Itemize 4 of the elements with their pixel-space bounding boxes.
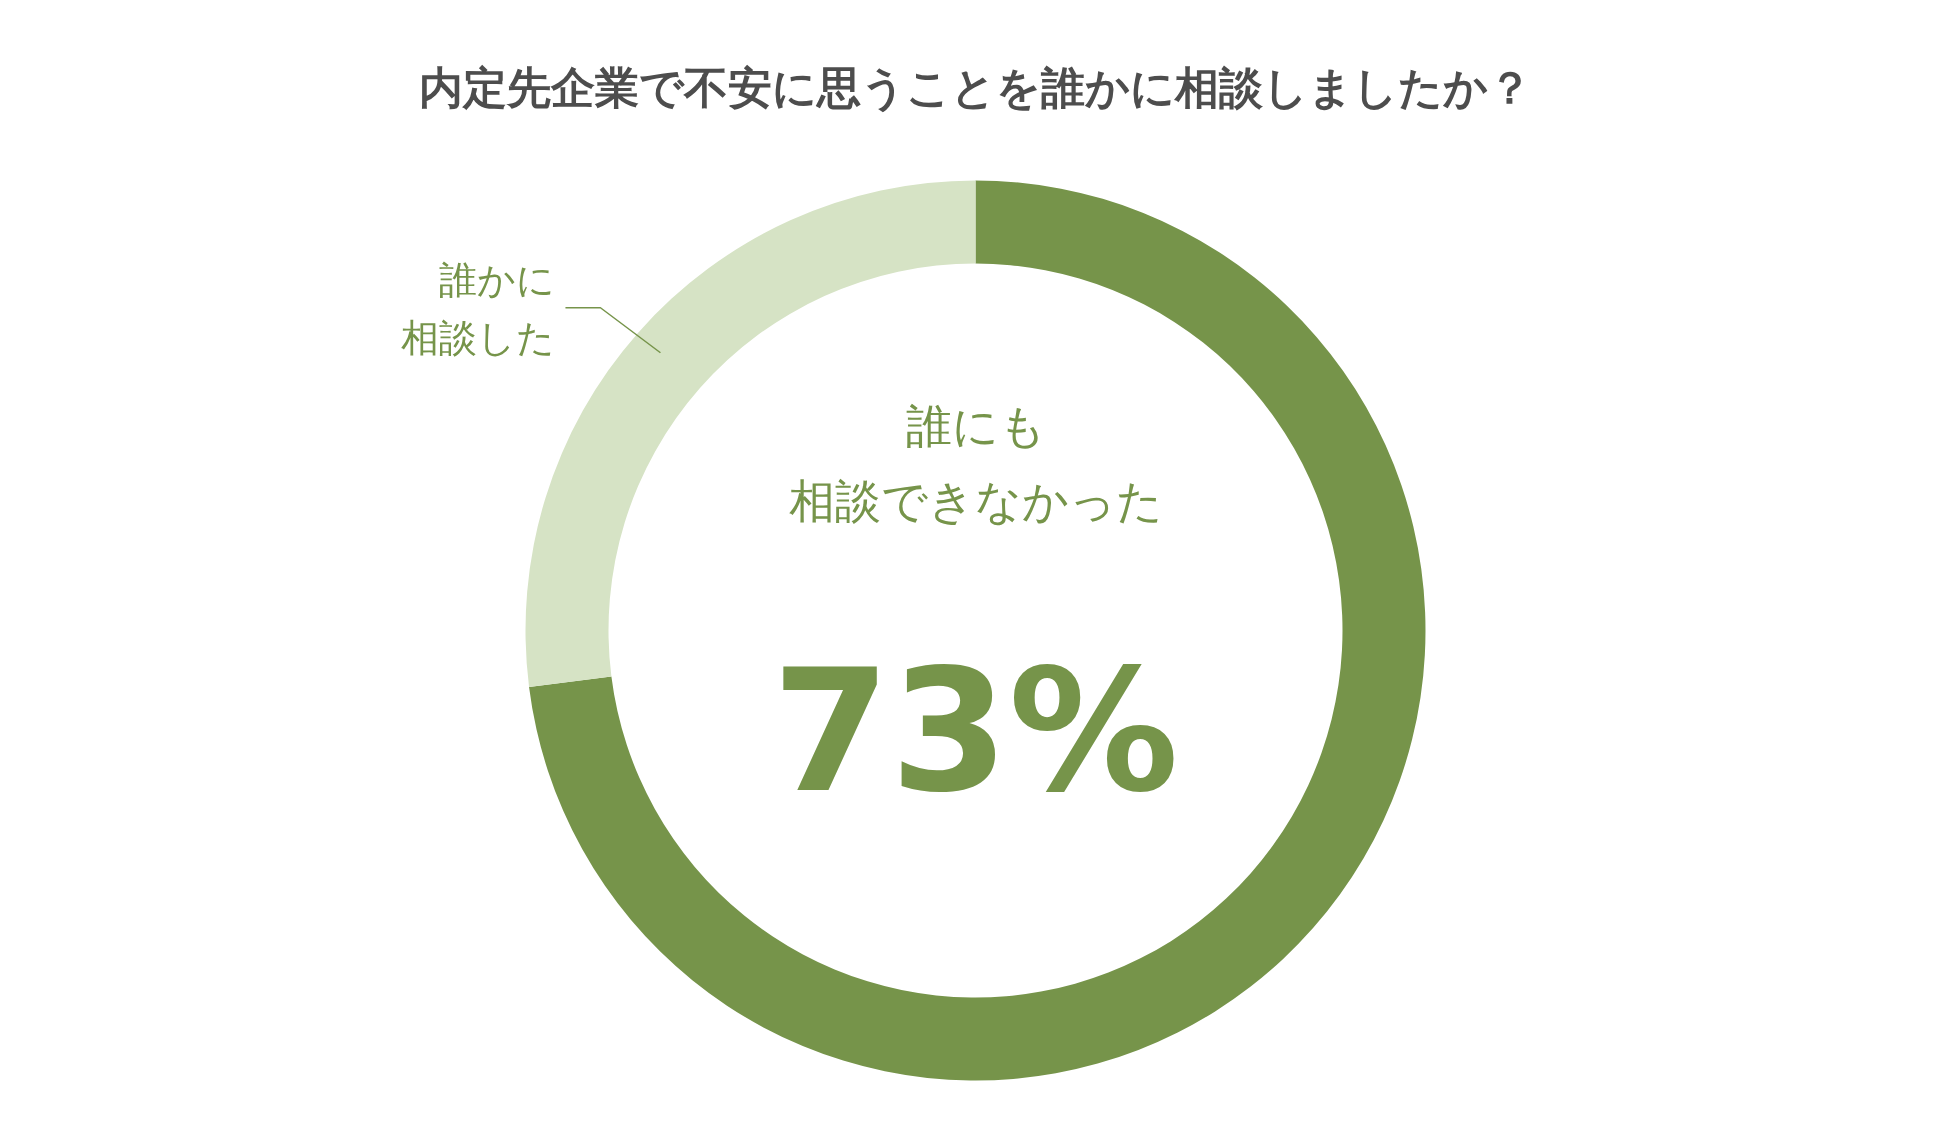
chart-title: 内定先企業で不安に思うことを誰かに相談しましたか？ [419,62,1532,113]
data-label: 73% [772,631,1179,830]
slice-label: 誰にも相談できなかった [788,398,1163,528]
slice-label: 誰かに相談した [401,257,556,360]
